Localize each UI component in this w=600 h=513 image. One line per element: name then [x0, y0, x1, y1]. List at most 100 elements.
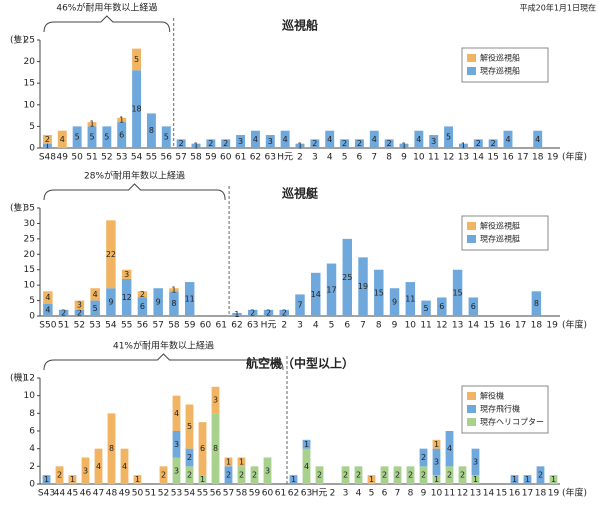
x-tick-label: 13	[458, 153, 469, 163]
bar-segment	[43, 303, 53, 316]
bar-segment	[488, 139, 498, 148]
x-tick-label: 52	[158, 489, 169, 499]
bar-label: 5	[187, 422, 192, 431]
bar-label: 1	[473, 475, 478, 484]
bar-segment	[358, 257, 368, 316]
x-tick-label: 61	[215, 321, 226, 331]
x-tick-label: 47	[93, 489, 104, 499]
bar-label: 2	[61, 308, 66, 317]
bar-label: 4	[122, 462, 127, 471]
legend-swatch	[467, 235, 476, 243]
bar-segment	[121, 269, 132, 279]
bar-label: 3	[174, 440, 179, 449]
bar-segment	[176, 139, 186, 148]
bar-label: 3	[83, 466, 88, 475]
bar-label: 6	[200, 444, 205, 453]
bar-segment	[169, 288, 179, 292]
x-tick-label: 10	[405, 321, 417, 331]
x-tick-label: H元	[312, 489, 328, 499]
bar-segment	[57, 130, 67, 148]
bar-label: 1	[369, 475, 374, 484]
x-tick-label: 50	[71, 153, 83, 163]
y-tick-label: 10	[24, 100, 36, 110]
bar-label: 1	[44, 475, 49, 484]
bar-label: 3	[434, 457, 439, 466]
bar-segment	[471, 448, 480, 476]
x-tick-label: 14	[473, 153, 485, 163]
bar-label: 4	[60, 135, 65, 144]
x-tick-label: S48	[39, 153, 56, 163]
y-tick-label: 6	[29, 427, 35, 437]
x-tick-label: 53	[116, 153, 127, 163]
x-tick-label: 15	[483, 321, 494, 331]
x-tick-label: 10	[413, 153, 425, 163]
bar-label: 2	[187, 453, 192, 462]
bar-label: 3	[473, 457, 478, 466]
bar-label: 2	[161, 471, 166, 480]
bar-segment	[153, 288, 163, 316]
bar-segment	[224, 466, 233, 484]
x-tick-label: 7	[360, 321, 366, 331]
x-tick-label: 4	[327, 153, 333, 163]
bar-segment	[374, 269, 384, 316]
x-tick-label: 48	[106, 489, 118, 499]
bar-label: 2	[356, 471, 361, 480]
bar-label: 2	[312, 139, 317, 148]
x-tick-label: 17	[522, 489, 533, 499]
legend-swatch	[467, 405, 476, 413]
bar-label: 2	[140, 290, 145, 299]
bar-segment	[437, 297, 447, 316]
bar-label: 2	[343, 471, 348, 480]
bar-label: 1	[297, 141, 302, 150]
x-tick-label: 3	[343, 489, 349, 499]
x-tick-label: 8	[408, 489, 414, 499]
x-tick-label: 16	[509, 489, 521, 499]
x-tick-label: 49	[57, 153, 69, 163]
bar-label: 1	[512, 475, 517, 484]
x-tick-label: 63	[301, 489, 312, 499]
bar-label: 4	[304, 462, 309, 471]
x-tick-label: 18	[531, 321, 543, 331]
bar-label: 1	[239, 457, 244, 466]
bar-label: 11	[405, 295, 415, 304]
bar-segment	[185, 448, 194, 467]
x-tick-label: 12	[457, 489, 468, 499]
x-tick-label: 9	[401, 153, 407, 163]
x-tick-label: 9	[421, 489, 427, 499]
bar-label: 5	[89, 133, 94, 142]
bar-segment	[310, 139, 320, 148]
bar-segment	[94, 448, 103, 484]
x-tick-label: 54	[131, 153, 143, 163]
x-tick-label: 5	[342, 153, 348, 163]
legend-label: 解役巡視艇	[480, 221, 520, 231]
bar-segment	[432, 475, 441, 484]
y-tick-label: 25	[24, 234, 35, 244]
bar-label: 3	[268, 137, 273, 146]
x-tick-label: 6	[344, 321, 350, 331]
bar-segment	[121, 278, 132, 316]
bar-segment	[432, 439, 441, 449]
x-tick-label: 56	[137, 321, 149, 331]
bar-label: 1	[434, 475, 439, 484]
bar-label: 8	[149, 126, 154, 135]
legend-label: 解役巡視船	[480, 53, 520, 63]
bar-segment	[221, 139, 231, 148]
bar-label: 9	[108, 298, 113, 307]
x-tick-label: 51	[86, 153, 97, 163]
bar-segment	[237, 466, 246, 484]
x-tick-label: 63	[265, 153, 276, 163]
bar-segment	[43, 291, 53, 304]
x-tick-label: 49	[119, 489, 131, 499]
bar-label: 6	[439, 302, 444, 311]
brace	[43, 15, 171, 33]
x-tick-label: 52	[74, 321, 85, 331]
x-tick-label: 3	[297, 321, 303, 331]
bar-label: 19	[358, 282, 368, 291]
bar-label: 2	[460, 471, 465, 480]
bar-segment	[445, 466, 454, 484]
x-tick-label: 62	[288, 489, 299, 499]
y-tick-label: 10	[24, 391, 36, 401]
bar-label: 5	[446, 133, 451, 142]
chart-title: 巡視船	[282, 18, 318, 33]
